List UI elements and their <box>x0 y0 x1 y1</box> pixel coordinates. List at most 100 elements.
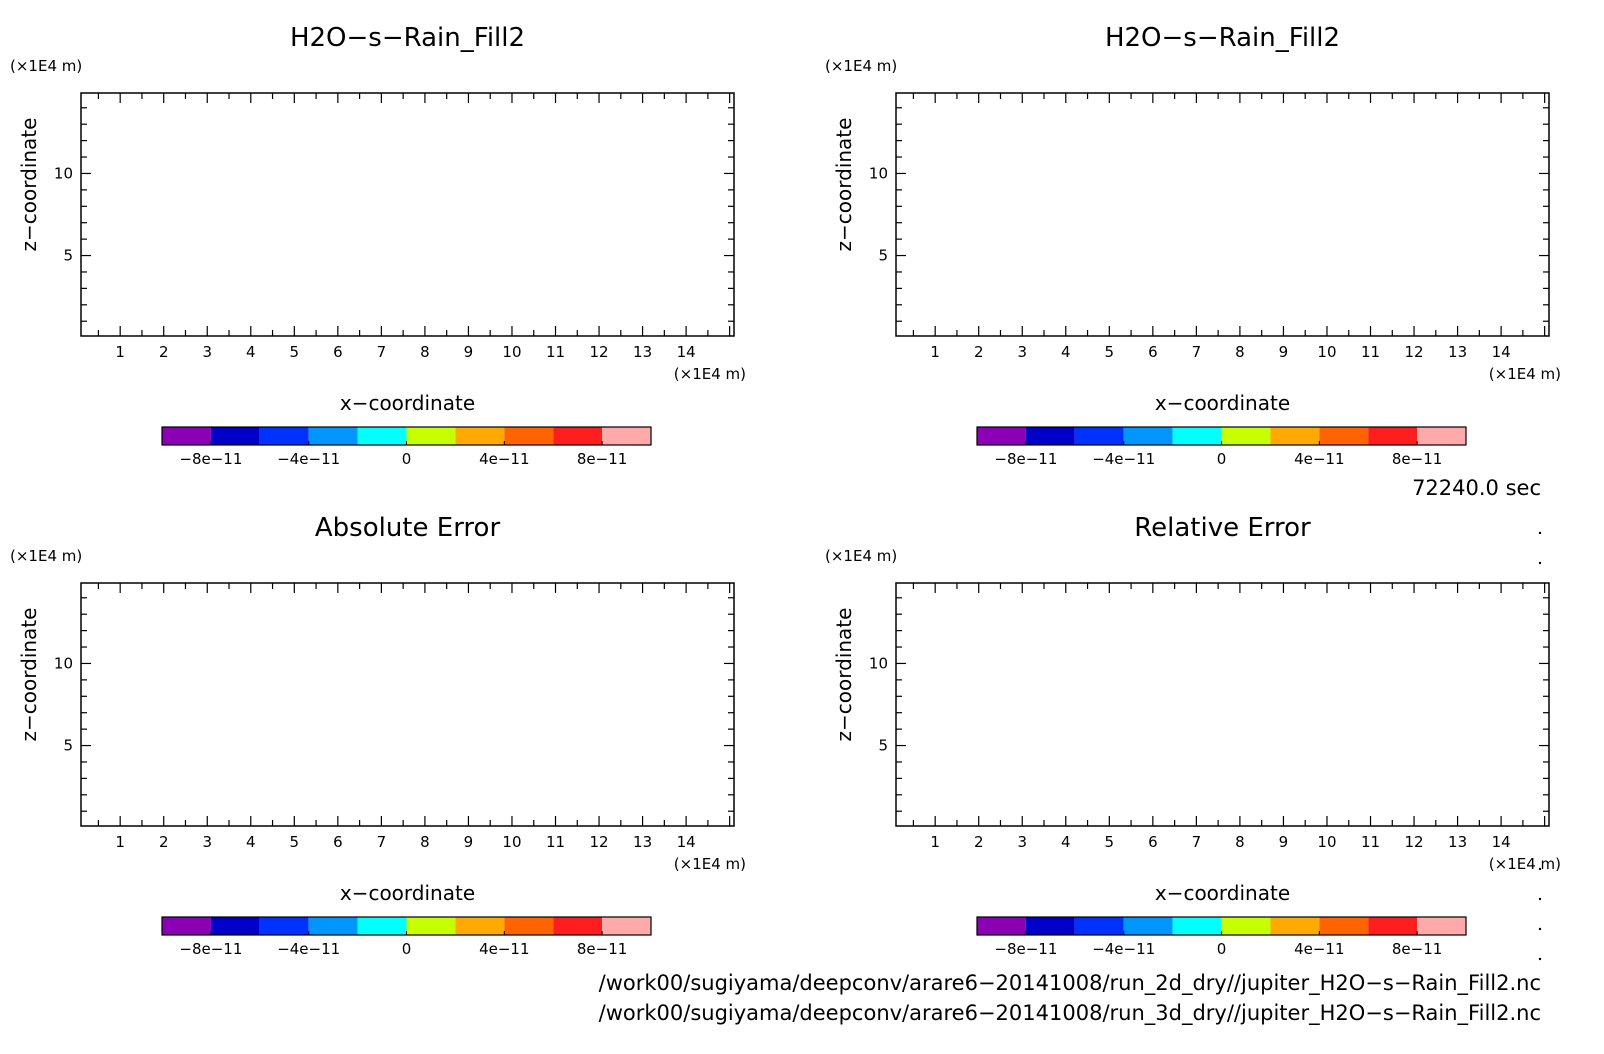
x-tick-label: 14 <box>1492 833 1511 851</box>
tick-marks <box>81 583 734 826</box>
colorbar-tick-label: −4e−11 <box>1092 450 1155 468</box>
colorbar-swatch <box>1368 427 1418 445</box>
x-tick-label: 4 <box>1061 343 1071 361</box>
colorbar-swatch <box>308 917 358 935</box>
x-tick-label: 1 <box>930 833 940 851</box>
stray-dot <box>1538 867 1542 871</box>
x-tick-label: 1 <box>930 343 940 361</box>
x-axis-label: x−coordinate <box>340 391 475 415</box>
y-tick-label: 5 <box>63 737 73 755</box>
colorbar-tick-label: 8e−11 <box>1392 450 1442 468</box>
colorbar-swatch <box>602 427 651 445</box>
stray-dot <box>1538 927 1542 931</box>
x-tick-label: 5 <box>1105 833 1115 851</box>
colorbar-swatch <box>1172 427 1222 445</box>
colorbar-swatch <box>1221 427 1271 445</box>
colorbar-tick-label: 4e−11 <box>479 940 529 958</box>
x-tick-label: 6 <box>333 343 343 361</box>
x-tick-label: 7 <box>1192 343 1202 361</box>
colorbar-tick-label: 8e−11 <box>577 450 627 468</box>
colorbar-tick-label: 0 <box>402 450 412 468</box>
x-tick-label: 11 <box>1361 833 1380 851</box>
panel-title: Absolute Error <box>315 513 501 543</box>
x-tick-label: 6 <box>1148 343 1158 361</box>
colorbar-swatch <box>1123 427 1173 445</box>
x-tick-label: 2 <box>159 833 169 851</box>
colorbar-swatch <box>1025 917 1075 935</box>
colorbar-swatch <box>1074 917 1124 935</box>
panel-1: H2O−s−Rain_Fill2(×1E4 m)1 2 3 4 5 6 7 8 9 10 11 12 1… <box>10 23 746 468</box>
colorbar-tick-label: 4e−11 <box>1294 940 1344 958</box>
colorbar-swatch <box>357 427 407 445</box>
x-tick-label: 5 <box>290 833 300 851</box>
colorbar-swatch <box>1319 917 1369 935</box>
x-axis-label: x−coordinate <box>1155 391 1290 415</box>
colorbar-swatch <box>1270 427 1320 445</box>
x-tick-label: 7 <box>1192 833 1202 851</box>
x-tick-label: 13 <box>1448 833 1467 851</box>
x-tick-label: 8 <box>420 833 430 851</box>
colorbar-swatch <box>308 427 358 445</box>
panel-title: H2O−s−Rain_Fill2 <box>290 23 525 53</box>
x-tick-label: 10 <box>502 343 521 361</box>
x-tick-label: 13 <box>1448 343 1467 361</box>
colorbar-swatch <box>553 917 603 935</box>
colorbar-swatch <box>1417 427 1466 445</box>
stray-dots <box>1538 531 1542 961</box>
colorbar-swatch <box>259 427 309 445</box>
colorbar-swatch <box>504 917 554 935</box>
x-tick-label: 7 <box>377 833 387 851</box>
x-tick-label: 14 <box>677 833 696 851</box>
colorbar-swatch <box>553 427 603 445</box>
x-tick-label: 14 <box>1492 343 1511 361</box>
plot-frame <box>80 582 735 827</box>
colorbar-swatch <box>977 427 1026 445</box>
x-tick-label: 14 <box>677 343 696 361</box>
y-axis-label: z−coordinate <box>832 608 856 742</box>
colorbar-tick-label: −4e−11 <box>277 450 340 468</box>
colorbar-tick-label: −8e−11 <box>994 940 1057 958</box>
colorbar-tick-label: −4e−11 <box>277 940 340 958</box>
x-tick-label: 12 <box>1404 833 1423 851</box>
plot-frame <box>80 92 735 337</box>
colorbar-tick-label: 0 <box>1217 940 1227 958</box>
colorbar-swatch <box>1172 917 1222 935</box>
x-tick-label: 8 <box>1235 833 1245 851</box>
x-tick-label: 1 <box>115 833 125 851</box>
colorbar: −8e−11 −4e−11 0 4e−11 8e−11 <box>976 916 1467 958</box>
colorbar-tick-label: −8e−11 <box>179 940 242 958</box>
x-tick-label: 9 <box>1279 833 1289 851</box>
timestamp: 72240.0 sec <box>1412 476 1541 500</box>
colorbar-swatch <box>406 427 456 445</box>
x-tick-label: 8 <box>1235 343 1245 361</box>
x-tick-label: 4 <box>1061 833 1071 851</box>
colorbar-tick-label: 4e−11 <box>479 450 529 468</box>
colorbar-swatch <box>259 917 309 935</box>
y-axis-label: z−coordinate <box>832 118 856 252</box>
x-tick-label: 8 <box>420 343 430 361</box>
colorbar-swatch <box>1221 917 1271 935</box>
x-tick-label: 6 <box>1148 833 1158 851</box>
x-tick-label: 4 <box>246 833 256 851</box>
colorbar: −8e−11 −4e−11 0 4e−11 8e−11 <box>161 426 652 468</box>
x-unit-label: (×1E4 m) <box>674 365 746 383</box>
x-tick-label: 12 <box>589 343 608 361</box>
x-tick-label: 10 <box>1317 833 1336 851</box>
colorbar-swatch <box>1025 427 1075 445</box>
colorbar-tick-label: 0 <box>1217 450 1227 468</box>
plot-frame <box>895 92 1550 337</box>
colorbar-tick-label: −8e−11 <box>994 450 1057 468</box>
y-axis-label: z−coordinate <box>17 118 41 252</box>
x-axis-label: x−coordinate <box>340 881 475 905</box>
colorbar-swatch <box>977 917 1026 935</box>
colorbar-swatch <box>162 427 211 445</box>
x-unit-label: (×1E4 m) <box>1489 365 1561 383</box>
x-tick-label: 9 <box>464 833 474 851</box>
tick-marks <box>896 93 1549 336</box>
file-path-1: /work00/sugiyama/deepconv/arare6−2014100… <box>599 971 1541 996</box>
x-tick-label: 12 <box>1404 343 1423 361</box>
stray-dot <box>1538 897 1542 901</box>
y-tick-label: 10 <box>54 654 73 672</box>
panel-3: Absolute Error(×1E4 m)1 2 3 4 5 6 7 8 9 10 11 12 13 1… <box>10 513 746 958</box>
colorbar-swatch <box>1123 917 1173 935</box>
